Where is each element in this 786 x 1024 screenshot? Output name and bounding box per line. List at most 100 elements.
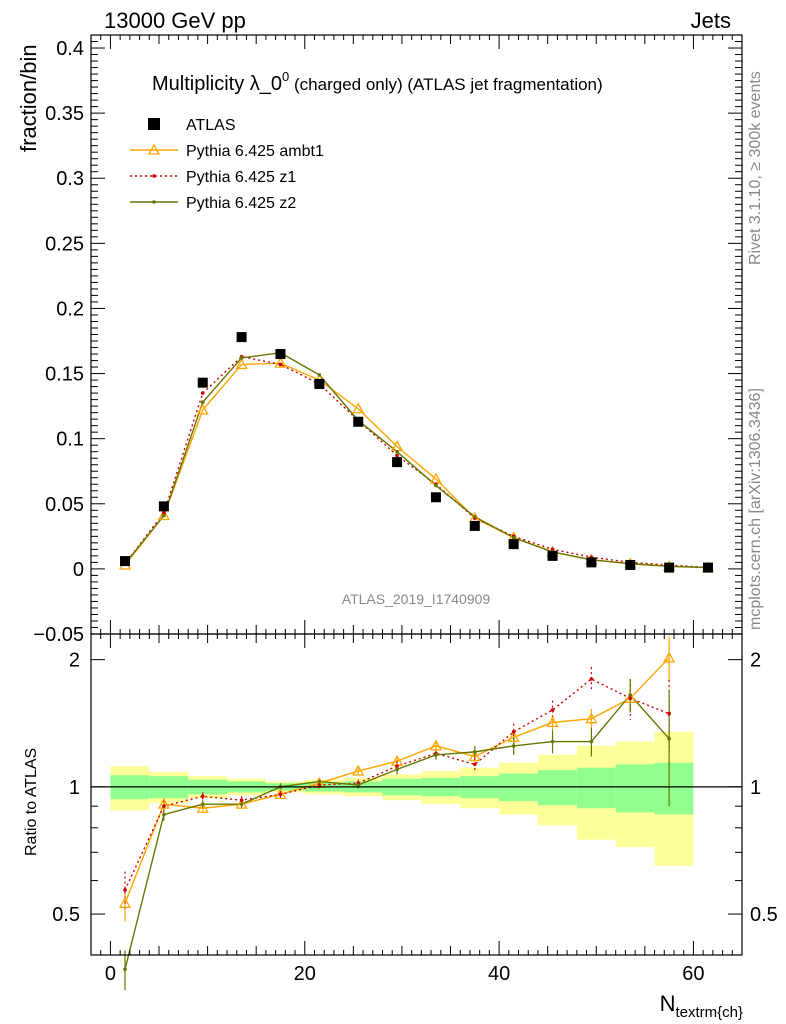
ratio-line-Pythia 6.425 z1 xyxy=(124,678,670,891)
main-line-Pythia 6.425 z1 xyxy=(124,355,709,569)
main-line-Pythia 6.425 ambt1 xyxy=(124,362,709,569)
chart-title-sup: 0 xyxy=(282,69,289,84)
data-point-ATLAS xyxy=(275,349,286,360)
ratio-point-Pythia 6.425 z2 xyxy=(628,693,633,697)
data-point-ATLAS xyxy=(625,559,636,570)
ratio-point-Pythia 6.425 z2 xyxy=(395,767,399,772)
x-axis-label: Ntextrm{ch} xyxy=(660,991,743,1021)
data-point-ATLAS xyxy=(120,556,131,567)
ratio-point-Pythia 6.425 z2 xyxy=(550,739,555,744)
x-tick-label: 60 xyxy=(682,963,704,985)
ratio-tick-label-left: 1 xyxy=(69,777,80,799)
main-point-Pythia 6.425 z1 xyxy=(200,391,205,395)
legend-label: ATLAS xyxy=(186,117,236,134)
uncertainty-bands xyxy=(110,731,694,866)
axes: 0 20 40 60−0.0500.050.10.150.20.250.30.350.… xyxy=(33,34,778,985)
y-tick-label: 0.05 xyxy=(45,494,84,516)
series-lines xyxy=(124,352,709,991)
legend-marker-Pythia 6.425 z2 xyxy=(152,200,156,204)
y-tick-label: 0.1 xyxy=(56,429,84,451)
series-markers xyxy=(118,332,715,972)
main-line-Pythia 6.425 z2 xyxy=(124,352,709,569)
legend-label: Pythia 6.425 ambt1 xyxy=(186,143,324,160)
data-point-ATLAS xyxy=(197,377,208,388)
ratio-point-Pythia 6.425 z2 xyxy=(239,802,244,806)
y-tick-label: 0 xyxy=(73,559,84,581)
ratio-tick-label-left: 0.5 xyxy=(52,904,80,926)
x-axis-label-sub: textrm{ch} xyxy=(675,1004,743,1021)
data-point-ATLAS xyxy=(158,501,169,512)
data-point-ATLAS xyxy=(702,562,713,573)
ratio-point-Pythia 6.425 ambt1 xyxy=(196,801,209,813)
legend-marker-Pythia 6.425 z1 xyxy=(152,174,156,178)
ratio-point-Pythia 6.425 z2 xyxy=(589,739,594,744)
ratio-point-Pythia 6.425 ambt1 xyxy=(507,730,520,742)
ratio-point-Pythia 6.425 z2 xyxy=(123,967,127,972)
ratio-tick-label-left: 2 xyxy=(69,650,80,672)
data-point-ATLAS xyxy=(508,539,519,550)
mcplots-label: mcplots.cern.ch [arXiv:1306.3436] xyxy=(747,388,764,630)
data-point-ATLAS xyxy=(314,378,325,389)
x-tick-label: 20 xyxy=(294,963,316,985)
x-tick-label: 40 xyxy=(488,963,510,985)
ratio-point-Pythia 6.425 z2 xyxy=(667,736,671,741)
ratio-point-Pythia 6.425 z1 xyxy=(162,804,166,808)
legend: ATLAS Pythia 6.425 ambt1 Pythia 6.425 z1 Py… xyxy=(130,117,324,212)
ratio-point-Pythia 6.425 ambt1 xyxy=(546,716,559,728)
ratio-axis-label: Ratio to ATLAS xyxy=(23,748,40,856)
ratio-point-Pythia 6.425 z1 xyxy=(550,708,555,712)
main-point-Pythia 6.425 z1 xyxy=(550,547,555,552)
ratio-point-Pythia 6.425 z1 xyxy=(317,783,322,787)
ratio-point-Pythia 6.425 z2 xyxy=(472,750,477,754)
ratio-point-Pythia 6.425 ambt1 xyxy=(157,797,170,809)
ratio-point-Pythia 6.425 ambt1 xyxy=(624,691,637,703)
main-point-Pythia 6.425 z2 xyxy=(434,483,438,488)
y-axis-label: fraction/bin xyxy=(16,44,41,152)
ratio-point-Pythia 6.425 z1 xyxy=(667,711,671,716)
analysis-watermark: ATLAS_2019_I1740909 xyxy=(342,591,491,607)
ratio-point-Pythia 6.425 ambt1 xyxy=(274,788,287,799)
data-point-ATLAS xyxy=(469,520,480,531)
main-point-Pythia 6.425 z1 xyxy=(395,453,399,458)
ratio-point-Pythia 6.425 z2 xyxy=(511,744,516,748)
x-tick-label: 0 xyxy=(105,963,116,985)
ratio-point-Pythia 6.425 ambt1 xyxy=(429,739,443,751)
data-point-ATLAS xyxy=(586,557,597,568)
main-point-Pythia 6.425 z2 xyxy=(472,515,477,519)
ratio-point-Pythia 6.425 z1 xyxy=(123,888,127,892)
band-inner-bin xyxy=(615,764,655,813)
main-point-Pythia 6.425 z2 xyxy=(317,373,322,377)
ratio-point-Pythia 6.425 z1 xyxy=(472,762,477,767)
main-point-Pythia 6.425 z1 xyxy=(278,362,283,367)
ratio-point-Pythia 6.425 ambt1 xyxy=(235,797,248,809)
ratio-point-Pythia 6.425 z1 xyxy=(395,764,399,768)
ratio-point-Pythia 6.425 z1 xyxy=(200,794,205,799)
ratio-point-Pythia 6.425 ambt1 xyxy=(352,764,365,776)
chart-title-rest: (charged only) (ATLAS jet fragmentation) xyxy=(289,75,602,94)
ratio-tick-label-right: 2 xyxy=(750,650,761,672)
main-point-Pythia 6.425 z2 xyxy=(239,356,244,360)
data-point-ATLAS xyxy=(353,416,364,427)
data-point-ATLAS xyxy=(392,457,403,468)
main-point-Pythia 6.425 z2 xyxy=(200,400,205,405)
y-tick-label: 0.4 xyxy=(56,38,84,60)
main-point-Pythia 6.425 ambt1 xyxy=(235,358,248,370)
ratio-point-Pythia 6.425 z2 xyxy=(434,753,438,757)
y-tick-label: 0.2 xyxy=(56,298,84,320)
ratio-point-Pythia 6.425 z1 xyxy=(239,798,244,802)
y-tick-label: 0.35 xyxy=(45,103,84,125)
y-tick-label: 0.3 xyxy=(56,168,84,190)
legend-marker-Pythia 6.425 ambt1 xyxy=(147,143,161,155)
header-process: Jets xyxy=(691,8,731,33)
y-tick-label: 0.25 xyxy=(45,233,84,255)
y-tick-label: −0.05 xyxy=(33,624,84,646)
ratio-point-Pythia 6.425 ambt1 xyxy=(118,897,132,909)
ratio-frame xyxy=(90,633,743,956)
ratio-tick-label-right: 1 xyxy=(750,777,761,799)
main-point-Pythia 6.425 ambt1 xyxy=(157,509,170,521)
ratio-point-Pythia 6.425 z1 xyxy=(628,696,633,701)
ratio-point-Pythia 6.425 z1 xyxy=(511,729,516,734)
main-point-Pythia 6.425 z2 xyxy=(162,513,166,518)
ratio-point-Pythia 6.425 ambt1 xyxy=(468,750,481,762)
rivet-version-label: Rivet 3.1.10, ≥ 300k events xyxy=(747,71,764,265)
